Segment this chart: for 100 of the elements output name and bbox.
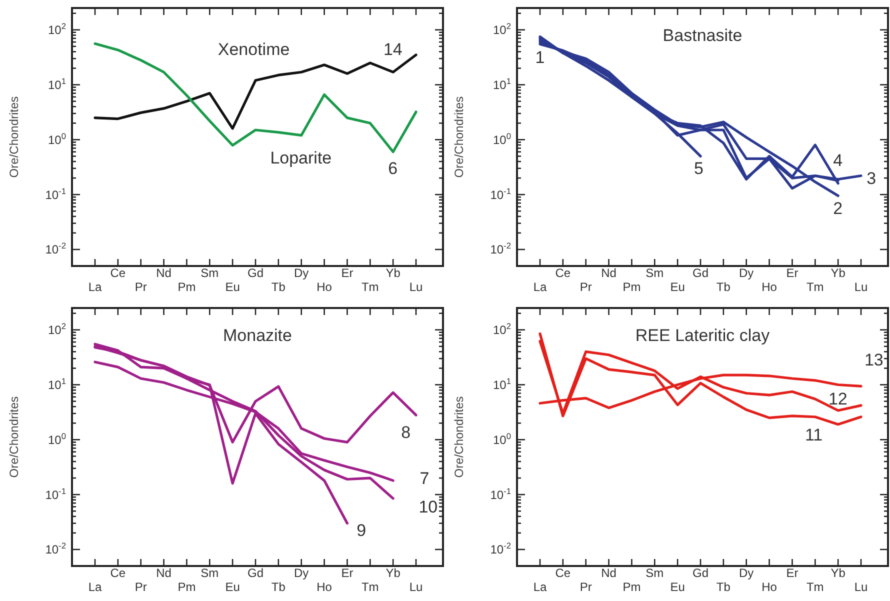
y-tick-label: 10$^{0}$ bbox=[492, 130, 512, 147]
x-tick-label: La bbox=[533, 280, 547, 294]
annotation: Xenotime bbox=[218, 40, 290, 60]
x-tick-label: Pm bbox=[622, 280, 641, 294]
x-tick-label: Pm bbox=[178, 580, 196, 594]
y-tick-label: 10$^{2}$ bbox=[492, 21, 512, 38]
y-tick-label: 10$^{0}$ bbox=[48, 130, 66, 147]
y-axis-title: Ore/Chondrites bbox=[7, 96, 21, 178]
series-label: 2 bbox=[833, 198, 843, 218]
y-tick-label: 10$^{0}$ bbox=[48, 430, 66, 447]
x-tick-label: Tb bbox=[271, 280, 286, 294]
x-tick-label: Lu bbox=[854, 280, 868, 294]
x-tick-label: Yb bbox=[830, 266, 846, 280]
y-axis-title: Ore/Chondrites bbox=[452, 396, 466, 478]
x-tick-label: Eu bbox=[670, 280, 685, 294]
series-label: 13 bbox=[864, 350, 884, 370]
series-label: 1 bbox=[535, 48, 545, 67]
y-tick-label: 10$^{2}$ bbox=[492, 321, 512, 338]
x-tick-label: Pr bbox=[134, 580, 147, 594]
x-tick-label: Lu bbox=[409, 280, 423, 294]
text: Monazite bbox=[223, 326, 292, 345]
series-label: 7 bbox=[420, 469, 430, 488]
x-tick-label: Tb bbox=[271, 580, 286, 594]
y-tick-label: 10$^{-2}$ bbox=[490, 540, 512, 557]
y-tick-label: 10$^{-2}$ bbox=[45, 540, 66, 557]
x-tick-label: Pm bbox=[622, 580, 641, 594]
x-tick-label: Nd bbox=[601, 266, 616, 280]
y-tick-label: 10$^{2}$ bbox=[48, 21, 66, 38]
y-tick-label: 10$^{-2}$ bbox=[45, 240, 66, 257]
x-tick-label: Lu bbox=[854, 580, 868, 594]
x-tick-label: Dy bbox=[739, 266, 754, 280]
x-tick-label: Yb bbox=[386, 266, 401, 280]
x-tick-label: La bbox=[88, 580, 102, 594]
x-tick-label: Dy bbox=[294, 266, 309, 280]
y-tick-label: 10$^{1}$ bbox=[492, 376, 512, 392]
x-tick-label: Yb bbox=[386, 566, 401, 580]
series-label: 11 bbox=[804, 425, 823, 444]
x-tick-label: Pr bbox=[580, 580, 592, 594]
x-tick-label: Tm bbox=[361, 580, 379, 594]
x-tick-label: Gd bbox=[692, 566, 709, 580]
y-tick-label: 10$^{-2}$ bbox=[490, 240, 512, 257]
x-tick-label: Sm bbox=[200, 566, 219, 580]
series-label: 12 bbox=[828, 389, 848, 408]
x-tick-label: Pr bbox=[134, 280, 147, 294]
x-tick-label: Dy bbox=[294, 566, 309, 580]
y-tick-label: 10$^{-1}$ bbox=[45, 486, 66, 502]
series-label: 3 bbox=[866, 169, 876, 188]
x-tick-label: Sm bbox=[646, 266, 664, 280]
x-tick-label: Ho bbox=[762, 580, 778, 594]
x-tick-label: Tm bbox=[361, 280, 379, 294]
annotation: Loparite bbox=[270, 148, 332, 168]
series-label: 4 bbox=[833, 151, 843, 170]
x-tick-label: Dy bbox=[739, 566, 754, 580]
series-label: 9 bbox=[356, 520, 366, 540]
x-tick-label: Ce bbox=[555, 266, 571, 280]
series-label: 10 bbox=[418, 498, 438, 517]
series-label: 5 bbox=[694, 158, 704, 178]
x-tick-label: Gd bbox=[692, 266, 709, 280]
x-tick-label: Tm bbox=[806, 580, 824, 594]
y-tick-label: 10$^{1}$ bbox=[48, 376, 66, 392]
x-tick-label: Eu bbox=[670, 580, 685, 594]
y-axis-title: Ore/Chondrites bbox=[7, 396, 21, 478]
x-tick-label: Tb bbox=[716, 280, 731, 294]
x-tick-label: La bbox=[88, 280, 102, 294]
series-label: 14 bbox=[383, 40, 402, 60]
x-tick-label: Gd bbox=[247, 266, 264, 280]
x-tick-label: Pr bbox=[580, 280, 592, 294]
x-tick-label: Yb bbox=[830, 566, 846, 580]
x-tick-label: Nd bbox=[156, 566, 172, 580]
y-axis-title: Ore/Chondrites bbox=[452, 96, 466, 178]
x-tick-label: Eu bbox=[225, 280, 240, 294]
y-tick-label: 10$^{1}$ bbox=[48, 76, 66, 92]
x-tick-label: Ho bbox=[316, 280, 332, 294]
x-tick-label: Lu bbox=[409, 580, 423, 594]
series-label: 8 bbox=[401, 422, 411, 442]
x-tick-label: Sm bbox=[200, 266, 219, 280]
y-tick-label: 10$^{1}$ bbox=[492, 76, 512, 92]
x-tick-label: Gd bbox=[247, 566, 264, 580]
y-tick-label: 10$^{-1}$ bbox=[45, 186, 66, 202]
x-tick-label: Eu bbox=[225, 580, 240, 594]
text: REE Lateritic clay bbox=[635, 326, 770, 345]
x-tick-label: Ho bbox=[762, 280, 778, 294]
y-tick-label: 10$^{0}$ bbox=[492, 430, 512, 447]
series-label: 6 bbox=[388, 158, 398, 178]
y-tick-label: 10$^{2}$ bbox=[48, 321, 66, 338]
text: Bastnasite bbox=[662, 26, 742, 45]
x-tick-label: Nd bbox=[601, 566, 616, 580]
x-tick-label: Ce bbox=[110, 266, 126, 280]
x-tick-label: Tm bbox=[806, 280, 824, 294]
x-tick-label: Er bbox=[341, 266, 354, 280]
x-tick-label: Er bbox=[786, 566, 798, 580]
x-tick-label: La bbox=[533, 580, 547, 594]
y-tick-label: 10$^{-1}$ bbox=[490, 486, 512, 502]
x-tick-label: Pm bbox=[178, 280, 196, 294]
x-tick-label: Tb bbox=[716, 580, 731, 594]
x-tick-label: Ce bbox=[555, 566, 571, 580]
y-tick-label: 10$^{-1}$ bbox=[490, 186, 512, 202]
x-tick-label: Er bbox=[786, 266, 798, 280]
x-tick-label: Er bbox=[341, 566, 354, 580]
x-tick-label: Ce bbox=[110, 566, 126, 580]
